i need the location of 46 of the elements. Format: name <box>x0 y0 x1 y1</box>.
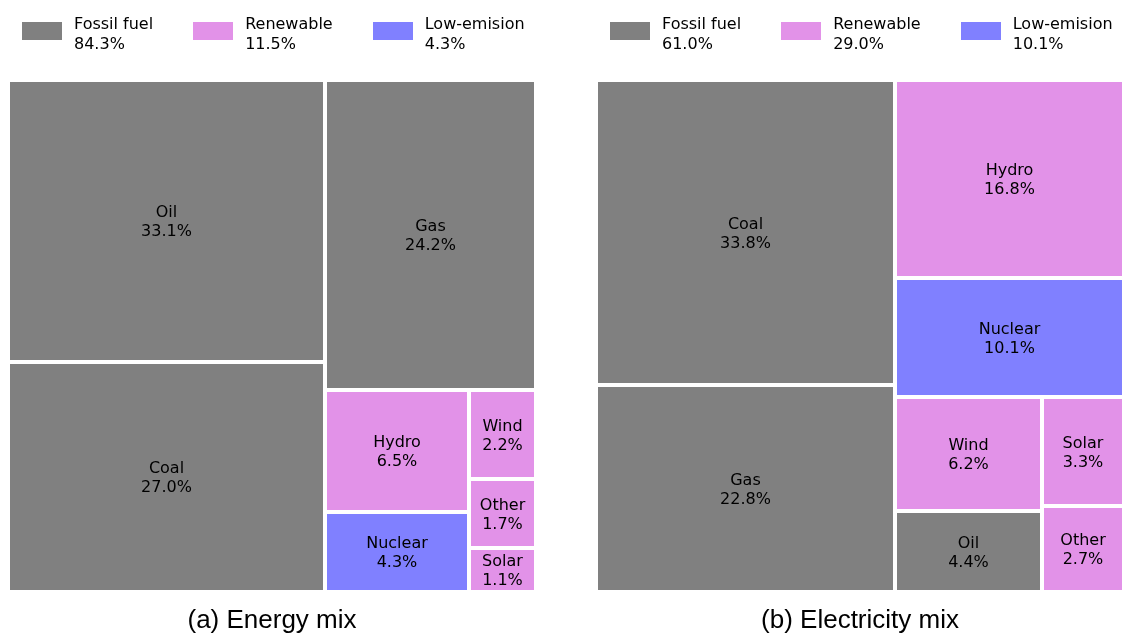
data-label: 2.7% <box>1062 549 1104 568</box>
legend-label: Fossil fuel <box>662 14 742 34</box>
category-label: Hydro <box>373 432 421 451</box>
category-label: Oil <box>155 202 178 221</box>
data-label: 27.0% <box>141 477 192 496</box>
category-label: Wind <box>482 415 523 435</box>
category-label: Other <box>1060 530 1107 549</box>
text: (b) Electricity mix <box>760 604 960 635</box>
data-label: 6.2% <box>948 454 989 473</box>
data-label: 24.2% <box>405 235 456 254</box>
legend-label: Fossil fuel <box>74 14 154 34</box>
text: 11.5% <box>245 34 297 54</box>
category-label: Coal <box>148 458 185 477</box>
category-label: Solar <box>482 551 524 570</box>
text: 61.0% <box>662 34 714 54</box>
legend-label: Renewable <box>833 14 921 34</box>
category-label: Other <box>479 494 526 514</box>
category-label: Coal <box>727 213 764 233</box>
data-label: 1.7% <box>482 513 523 533</box>
text: 29.0% <box>833 34 885 54</box>
category-label: Nuclear <box>978 318 1041 338</box>
text: 84.3% <box>74 34 126 54</box>
data-label: 16.8% <box>984 179 1035 198</box>
category-label: Solar <box>1062 432 1104 452</box>
category-label: Gas <box>730 469 761 489</box>
data-label: 10.1% <box>984 337 1035 357</box>
legend-label: Low-emision <box>1012 14 1113 34</box>
data-label: 3.3% <box>1062 451 1104 471</box>
data-label: 33.1% <box>141 221 192 240</box>
data-label: 2.2% <box>482 434 523 454</box>
category-label: Oil <box>957 532 980 552</box>
legend-label: Renewable <box>245 14 333 34</box>
legend-label: Low-emision <box>424 14 525 34</box>
data-label: 22.8% <box>720 488 771 508</box>
data-label: 4.3% <box>376 552 418 571</box>
data-label: 4.4% <box>948 551 989 571</box>
data-label: 33.8% <box>720 232 771 252</box>
category-label: Wind <box>948 435 989 454</box>
category-label: Nuclear <box>366 533 429 552</box>
text: 4.3% <box>424 34 467 54</box>
category-label: Gas <box>415 216 446 235</box>
text: (a) Energy mix <box>186 604 358 635</box>
data-label: 1.1% <box>482 570 523 589</box>
category-label: Hydro <box>985 160 1034 179</box>
text: 10.1% <box>1012 34 1065 54</box>
data-label: 6.5% <box>376 451 418 470</box>
